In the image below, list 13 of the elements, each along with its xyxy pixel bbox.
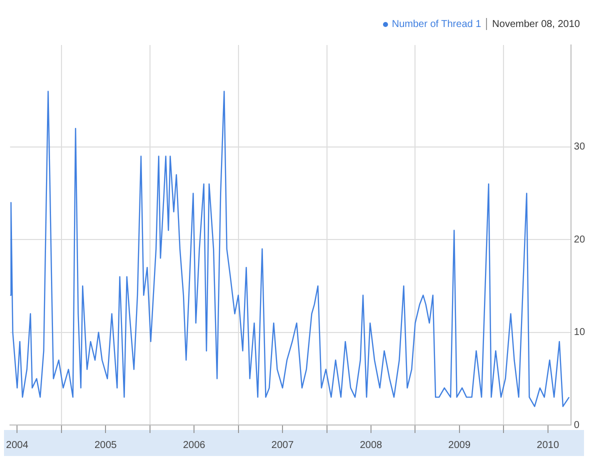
x-tick-label: 2007 (271, 440, 294, 451)
x-tick-label: 2010 (536, 440, 560, 451)
x-tick-label: 2009 (448, 440, 471, 451)
y-tick-label: 30 (574, 142, 586, 153)
y-tick-label: 10 (574, 327, 586, 338)
legend-label: Number of Thread 1 (392, 18, 482, 30)
x-tick-label: 2004 (6, 440, 29, 451)
x-tick-label: 2008 (360, 440, 383, 451)
y-tick-label: 20 (574, 234, 586, 246)
x-tick-label: 2005 (94, 440, 118, 451)
x-tick-label: 2006 (182, 440, 206, 451)
y-tick-label: 0 (574, 420, 580, 431)
text: November 08, 2010 (492, 18, 580, 30)
